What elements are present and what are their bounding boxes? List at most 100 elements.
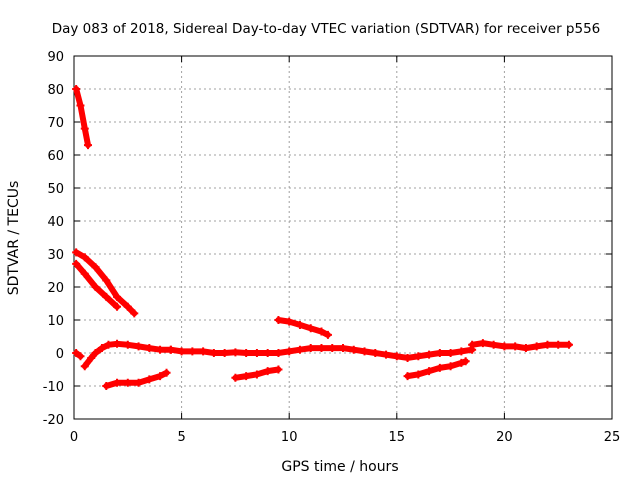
series-arc8: [231, 365, 283, 382]
data-point: [102, 276, 111, 285]
data-point: [500, 342, 509, 351]
y-axis-ticks: -20 -10 0 10 20 30 40 50 60 70 80 90: [43, 50, 612, 428]
data-point: [113, 302, 122, 311]
data-point: [166, 345, 175, 354]
data-point: [403, 372, 412, 381]
x-tick-label: 25: [604, 430, 621, 445]
data-point: [156, 372, 165, 381]
data-point: [435, 349, 444, 357]
data-point: [209, 349, 218, 357]
data-point: [242, 349, 251, 357]
x-tick-label: 15: [389, 430, 406, 445]
data-point: [76, 352, 85, 361]
data-point: [252, 370, 261, 379]
series-arc5: [80, 339, 175, 371]
data-point: [414, 352, 423, 361]
x-tick-label: 20: [496, 430, 513, 445]
data-point: [274, 365, 283, 374]
data-point: [72, 85, 81, 93]
data-point: [511, 342, 520, 351]
data-point: [317, 344, 326, 353]
data-point: [295, 320, 304, 329]
data-point: [521, 344, 530, 353]
series-arc11: [403, 357, 470, 381]
data-point: [80, 253, 89, 262]
y-tick-label: 30: [47, 248, 64, 263]
data-point: [263, 349, 272, 357]
series-arc1: [72, 85, 92, 150]
y-tick-label: 80: [47, 83, 64, 98]
series-arc3: [72, 259, 122, 311]
data-point: [113, 339, 122, 348]
data-point: [564, 340, 573, 349]
y-tick-label: -10: [43, 380, 64, 395]
data-point: [104, 340, 113, 349]
data-point: [403, 353, 412, 362]
data-point: [263, 367, 272, 376]
data-point: [80, 362, 89, 371]
data-point: [392, 352, 401, 361]
series-arc4: [72, 349, 85, 361]
data-point: [220, 349, 229, 357]
x-tick-label: 5: [177, 430, 185, 445]
data-point: [113, 292, 122, 301]
x-axis-ticks: 0 5 10 15 20 25: [70, 56, 620, 445]
plot-frame: [73, 55, 613, 420]
data-point: [414, 370, 423, 379]
data-point: [285, 347, 294, 356]
data-point: [242, 372, 251, 381]
data-point: [134, 342, 143, 351]
y-tick-label: -20: [43, 413, 64, 428]
data-point: [231, 348, 240, 357]
data-point: [72, 248, 81, 257]
data-point: [162, 368, 171, 377]
data-point: [478, 339, 487, 348]
data-point: [461, 357, 470, 366]
data-point: [360, 347, 369, 356]
y-tick-label: 70: [47, 116, 64, 131]
data-point: [446, 362, 455, 371]
data-point: [134, 378, 143, 387]
series-arc2: [72, 248, 139, 318]
series-arc9: [274, 316, 332, 339]
data-point: [97, 344, 106, 353]
data-point: [468, 340, 477, 349]
data-point: [489, 340, 498, 349]
data-point: [382, 350, 391, 359]
data-point: [177, 347, 186, 356]
y-tick-label: 60: [47, 149, 64, 164]
data-point: [123, 302, 132, 311]
data-point: [156, 345, 165, 354]
data-point: [123, 378, 132, 387]
data-point: [72, 259, 81, 268]
chart-title: Day 083 of 2018, Sidereal Day-to-day VTE…: [52, 21, 601, 37]
y-axis-label: SDTVAR / TECUs: [6, 181, 22, 296]
data-point: [91, 283, 100, 291]
data-point: [543, 340, 552, 349]
series-line: [73, 86, 91, 149]
y-tick-label: 50: [47, 182, 64, 197]
series-arc12: [468, 339, 573, 353]
data-point: [554, 340, 563, 349]
data-point: [76, 101, 85, 110]
data-point: [295, 345, 304, 354]
data-point: [317, 327, 326, 336]
data-point: [80, 269, 89, 278]
data-point: [425, 350, 434, 359]
y-tick-label: 0: [56, 347, 64, 362]
x-tick-label: 10: [281, 430, 298, 445]
data-series: [72, 85, 573, 390]
x-axis-label: GPS time / hours: [281, 459, 398, 475]
data-point: [231, 373, 240, 382]
y-tick-label: 90: [47, 50, 64, 65]
data-point: [145, 344, 154, 353]
data-point: [274, 316, 283, 324]
data-point: [113, 378, 122, 387]
data-point: [274, 349, 283, 357]
series-arc6: [102, 368, 171, 390]
data-point: [306, 344, 315, 353]
data-point: [532, 342, 541, 351]
data-point: [339, 344, 347, 353]
